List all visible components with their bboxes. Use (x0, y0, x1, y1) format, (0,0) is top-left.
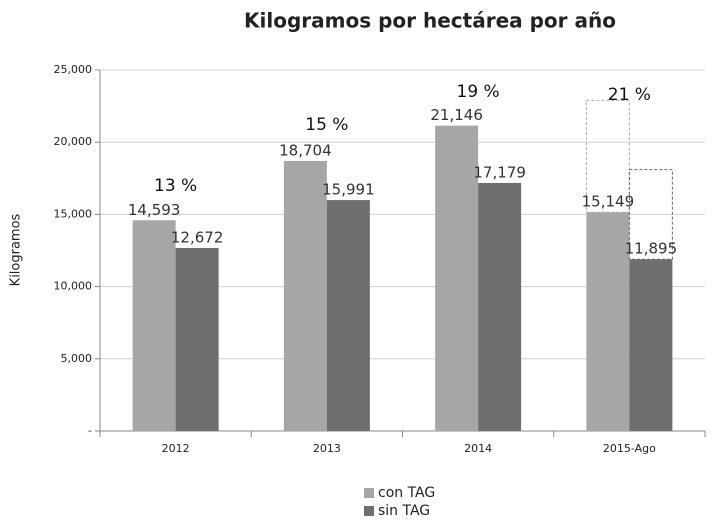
value-label: 18,704 (279, 141, 332, 159)
y-tick-label: 5,000 (61, 352, 93, 365)
x-tick-label: 2014 (464, 442, 492, 455)
annotation: 19 % (457, 82, 500, 102)
legend-label: sin TAG (378, 503, 430, 519)
value-label: 11,895 (625, 240, 678, 258)
y-tick-label: 15,000 (54, 207, 93, 220)
value-label: 14,593 (128, 201, 181, 219)
bar (586, 212, 630, 431)
annotation: 15 % (305, 115, 348, 135)
legend-swatch (364, 488, 374, 498)
x-tick-label: 2015-Ago (603, 442, 656, 455)
value-label: 12,672 (171, 229, 224, 247)
bar (326, 200, 370, 431)
y-tick-label: 25,000 (54, 63, 93, 76)
bar (175, 248, 219, 431)
bar (132, 220, 176, 431)
bar (478, 182, 522, 431)
chart-title: Kilogramos por hectárea por año (244, 9, 616, 33)
x-tick-label: 2012 (162, 442, 190, 455)
legend-swatch (364, 506, 374, 516)
annotation: 21 % (608, 85, 651, 105)
value-label: 17,179 (473, 163, 526, 181)
y-tick-label: - (88, 424, 92, 437)
x-tick-label: 2013 (313, 442, 341, 455)
projection-box (628, 169, 673, 260)
bar (435, 125, 479, 431)
y-tick-label: 10,000 (54, 280, 93, 293)
value-label: 15,991 (322, 181, 375, 199)
value-label: 15,149 (582, 193, 635, 211)
value-label: 21,146 (430, 106, 483, 124)
bar (283, 160, 327, 431)
y-tick-label: 20,000 (54, 135, 93, 148)
annotation: 13 % (154, 176, 197, 196)
y-axis-label: Kilogramos (9, 213, 24, 286)
legend-label: con TAG (378, 485, 435, 501)
bar (629, 259, 673, 431)
projection-box (585, 99, 630, 213)
